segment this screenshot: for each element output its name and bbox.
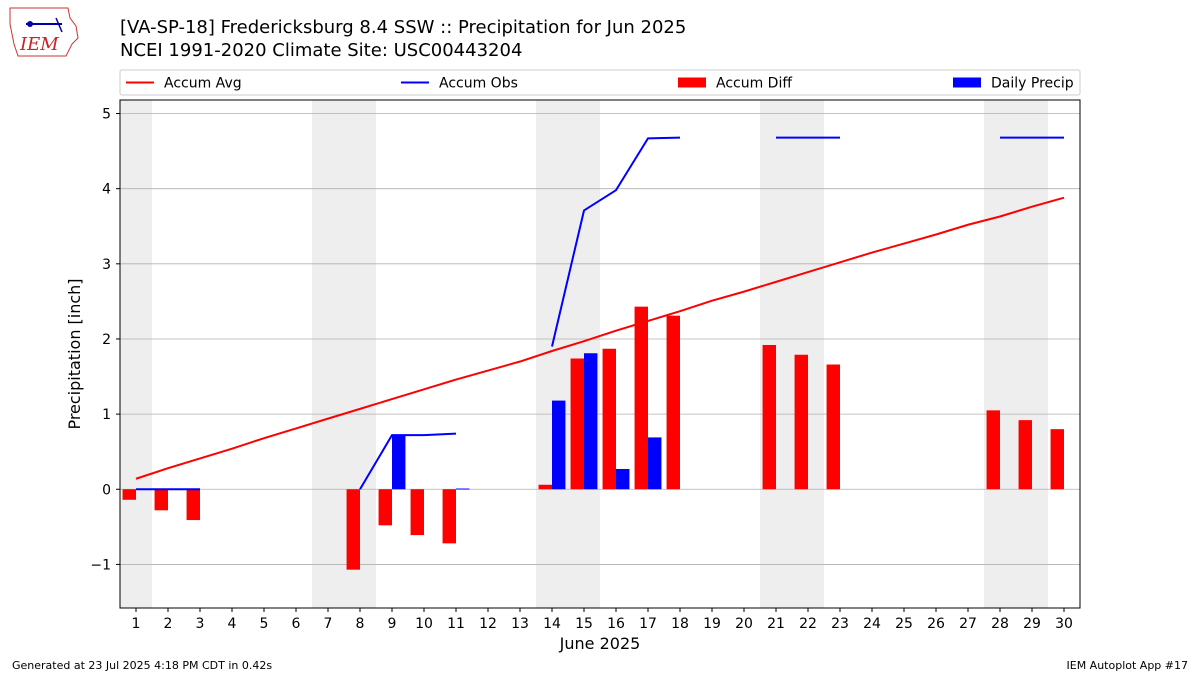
accum-diff-bar [794, 354, 808, 490]
x-tick-label: 28 [991, 616, 1009, 632]
iem-logo: IEM [9, 7, 79, 57]
x-tick-label: 20 [735, 616, 753, 632]
weekend-band [312, 100, 376, 608]
daily-precip-bar [648, 437, 662, 490]
y-tick-label: 2 [102, 332, 111, 348]
legend-label: Accum Diff [716, 76, 792, 92]
y-tick-label: 1 [102, 407, 111, 423]
x-tick-label: 27 [959, 616, 977, 632]
daily-precip-bar [552, 400, 566, 490]
x-tick-label: 10 [415, 616, 433, 632]
daily-precip-bar [584, 353, 598, 490]
legend-swatch [678, 77, 706, 88]
x-tick-label: 14 [543, 616, 561, 632]
accum-diff-bar [570, 358, 584, 490]
y-tick-label: 3 [102, 257, 111, 273]
x-tick-label: 16 [607, 616, 625, 632]
accum-diff-bar [986, 410, 1000, 490]
accum-diff-bar [634, 306, 648, 490]
y-axis-label: Precipitation [inch] [65, 278, 84, 429]
x-tick-label: 19 [703, 616, 721, 632]
accum-diff-bar [762, 344, 776, 490]
x-tick-label: 3 [196, 616, 205, 632]
x-tick-label: 11 [447, 616, 465, 632]
daily-precip-bar [456, 488, 470, 490]
y-tick-label: 0 [102, 482, 111, 498]
legend-box [119, 69, 1081, 96]
accum-diff-bar [346, 489, 360, 570]
x-tick-label: 22 [799, 616, 817, 632]
x-tick-label: 24 [863, 616, 881, 632]
accum-diff-bar [538, 484, 552, 490]
logo-text: IEM [19, 34, 59, 55]
generated-footer: Generated at 23 Jul 2025 4:18 PM CDT in … [12, 659, 273, 672]
legend-label: Accum Obs [439, 76, 518, 92]
accum-obs-line [359, 432, 457, 490]
x-axis-label: June 2025 [559, 634, 641, 653]
accum-diff-bar [1018, 420, 1032, 490]
x-tick-label: 18 [671, 616, 689, 632]
x-tick-label: 26 [927, 616, 945, 632]
accum-diff-bar [442, 489, 456, 544]
x-tick-label: 7 [324, 616, 333, 632]
legend-label: Daily Precip [991, 76, 1074, 92]
accum-diff-bar [410, 489, 424, 536]
x-tick-label: 15 [575, 616, 593, 632]
x-tick-label: 29 [1023, 616, 1041, 632]
weekend-band [984, 100, 1048, 608]
app-footer: IEM Autoplot App #17 [1066, 659, 1189, 672]
chart-subtitle: NCEI 1991-2020 Climate Site: USC00443204 [120, 40, 523, 61]
accum-diff-bar [666, 315, 680, 490]
accum-avg-line [135, 196, 1065, 480]
x-tick-label: 13 [511, 616, 529, 632]
accum-diff-bar [378, 489, 392, 526]
x-tick-label: 12 [479, 616, 497, 632]
x-tick-label: 25 [895, 616, 913, 632]
x-tick-label: 30 [1055, 616, 1073, 632]
x-tick-label: 5 [260, 616, 269, 632]
y-tick-label: 5 [102, 107, 111, 123]
y-tick-label: 4 [102, 182, 111, 198]
accum-obs-line [551, 136, 681, 347]
x-tick-label: 21 [767, 616, 785, 632]
accum-diff-bar [1050, 429, 1064, 490]
x-tick-label: 1 [132, 616, 141, 632]
accum-diff-bar [826, 364, 840, 490]
x-tick-label: 17 [639, 616, 657, 632]
x-tick-label: 4 [228, 616, 237, 632]
y-tick-label: −1 [90, 557, 111, 573]
plot-frame [119, 99, 1081, 609]
x-tick-label: 8 [356, 616, 365, 632]
x-tick-label: 23 [831, 616, 849, 632]
accum-diff-bar [154, 489, 168, 511]
accum-diff-bar [602, 348, 616, 490]
accum-diff-bar [186, 489, 200, 521]
x-tick-label: 9 [388, 616, 397, 632]
x-tick-label: 6 [292, 616, 301, 632]
daily-precip-bar [616, 468, 630, 490]
legend-swatch [953, 77, 981, 88]
weekend-band [120, 100, 152, 608]
accum-diff-bar [122, 489, 136, 500]
legend-label: Accum Avg [164, 76, 242, 92]
x-tick-label: 2 [164, 616, 173, 632]
chart-title: [VA-SP-18] Fredericksburg 8.4 SSW :: Pre… [120, 17, 687, 38]
daily-precip-bar [392, 435, 406, 490]
